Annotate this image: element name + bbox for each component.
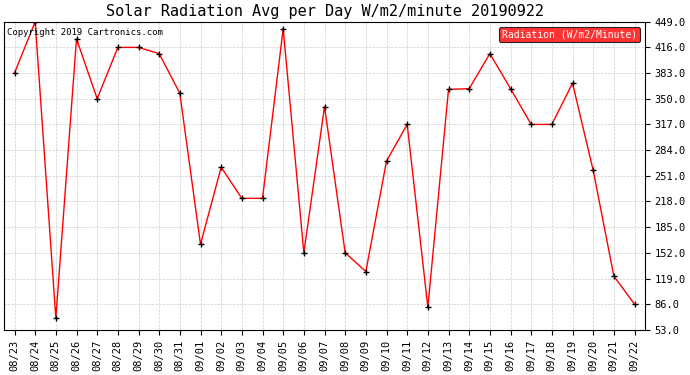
Legend: Radiation (W/m2/Minute): Radiation (W/m2/Minute): [499, 27, 640, 42]
Title: Solar Radiation Avg per Day W/m2/minute 20190922: Solar Radiation Avg per Day W/m2/minute …: [106, 4, 544, 19]
Text: Copyright 2019 Cartronics.com: Copyright 2019 Cartronics.com: [8, 28, 164, 37]
